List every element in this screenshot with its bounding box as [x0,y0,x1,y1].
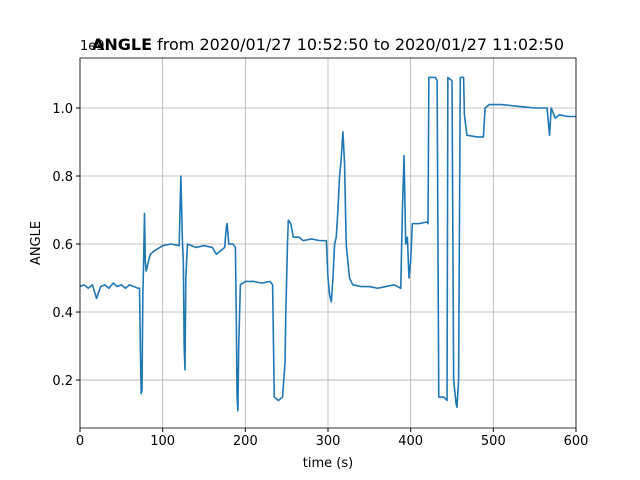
y-tick-label: 0.2 [52,374,73,389]
title-bold: ANGLE [92,35,152,54]
x-tick-label: 100 [150,434,175,449]
y-tick-label: 0.8 [52,170,73,185]
x-tick-label: 0 [76,434,84,449]
y-tick-label: 0.6 [52,238,73,253]
x-tick-label: 500 [481,434,506,449]
y-tick-label: 1.0 [52,102,73,117]
x-tick-label: 400 [398,434,423,449]
y-tick-label: 0.4 [52,306,73,321]
chart-title: ANGLE from 2020/01/27 10:52:50 to 2020/0… [92,35,564,54]
plot-frame [79,57,577,429]
data-line [79,76,576,412]
x-tick-label: 200 [233,434,258,449]
offset-text: 1e9 [80,39,105,54]
x-tick-label: 300 [316,434,341,449]
x-axis-label: time (s) [303,456,353,471]
x-tick-label: 600 [564,434,589,449]
y-axis-label: ANGLE [29,221,44,265]
title-rest: from 2020/01/27 10:52:50 to 2020/01/27 1… [152,35,564,54]
